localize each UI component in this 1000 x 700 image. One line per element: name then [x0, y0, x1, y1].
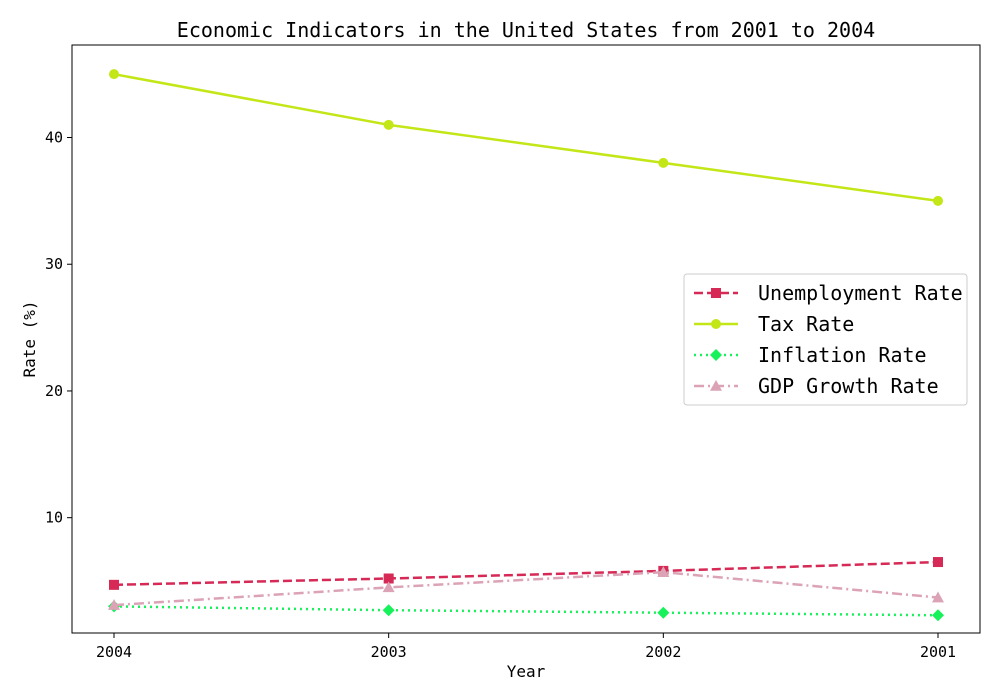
x-axis-label: Year [507, 662, 546, 681]
data-point [657, 606, 670, 619]
axis-ticks: 2004 2003 2002 2001 10 20 30 40 [45, 129, 956, 661]
legend-marker [710, 349, 722, 361]
y-tick-label: 30 [45, 255, 63, 273]
legend-item: Inflation Rate [694, 343, 927, 367]
series-line [113, 72, 939, 203]
x-tick-label: 2004 [96, 643, 132, 661]
legend-item: Unemployment Rate [694, 281, 963, 305]
legend-marker [711, 319, 721, 329]
data-point [382, 604, 395, 617]
legend-label: Inflation Rate [758, 343, 927, 367]
y-tick-label: 20 [45, 382, 63, 400]
legend-marker [711, 288, 721, 298]
legend-label: GDP Growth Rate [758, 374, 939, 398]
data-point [658, 157, 669, 168]
legend-marker [710, 380, 722, 391]
data-point [382, 581, 395, 593]
data-point [933, 195, 943, 206]
data-point [933, 557, 943, 568]
data-point [383, 573, 394, 584]
chart-title: Economic Indicators in the United States… [177, 18, 875, 42]
series-line [113, 560, 939, 587]
legend-item: GDP Growth Rate [694, 374, 939, 398]
series-tax-rate [109, 69, 943, 206]
legend-item: Tax Rate [694, 312, 854, 336]
y-tick-label: 40 [45, 129, 63, 147]
series-gdp-growth-rate [108, 566, 944, 610]
x-tick-label: 2001 [920, 643, 956, 661]
y-axis-label: Rate (%) [20, 300, 39, 377]
data-point [109, 69, 119, 80]
data-point [657, 566, 670, 577]
data-point [108, 599, 120, 610]
legend-label: Tax Rate [758, 312, 854, 336]
legend-box [683, 273, 968, 406]
data-point [109, 579, 119, 590]
series-layer [108, 69, 944, 622]
series-line [113, 570, 939, 607]
x-tick-label: 2002 [645, 643, 681, 661]
data-point [932, 591, 944, 603]
y-tick-label: 10 [45, 509, 63, 527]
data-point [383, 119, 394, 130]
legend-label: Unemployment Rate [758, 281, 963, 305]
x-tick-label: 2003 [371, 643, 407, 661]
data-point [932, 609, 944, 622]
legend: Unemployment Rate Tax Rate Inflation Rate G… [683, 273, 968, 406]
